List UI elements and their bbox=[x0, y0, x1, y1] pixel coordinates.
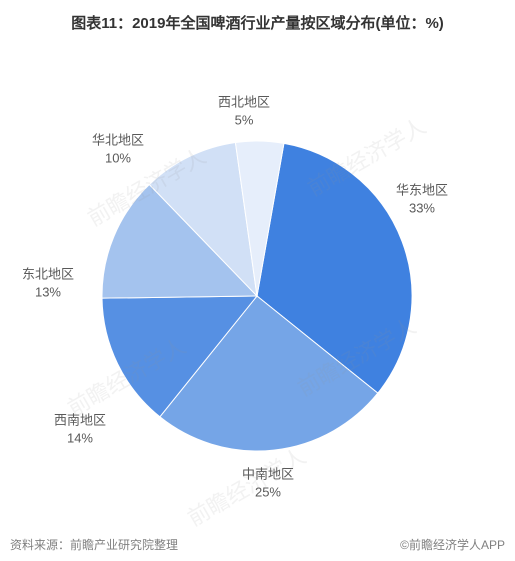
slice-name: 中南地区 bbox=[242, 465, 294, 483]
pie-slice-label: 西北地区5% bbox=[218, 93, 270, 128]
pie-slice-label: 华北地区10% bbox=[92, 131, 144, 166]
slice-value: 33% bbox=[396, 199, 448, 217]
chart-title: 图表11：2019年全国啤酒行业产量按区域分布(单位：%) bbox=[0, 0, 515, 41]
slice-name: 西北地区 bbox=[218, 93, 270, 111]
slice-value: 14% bbox=[54, 429, 106, 447]
slice-value: 5% bbox=[218, 111, 270, 129]
source-label: 资料来源：前瞻产业研究院整理 bbox=[10, 536, 178, 553]
chart-footer: 资料来源：前瞻产业研究院整理 ©前瞻经济学人APP bbox=[10, 536, 505, 553]
slice-value: 10% bbox=[92, 149, 144, 167]
pie-slice-label: 西南地区14% bbox=[54, 411, 106, 446]
pie-slice-label: 中南地区25% bbox=[242, 465, 294, 500]
brand-label: ©前瞻经济学人APP bbox=[400, 536, 505, 553]
slice-value: 13% bbox=[22, 283, 74, 301]
pie-slice-label: 华东地区33% bbox=[396, 181, 448, 216]
slice-name: 华东地区 bbox=[396, 181, 448, 199]
pie-chart-area: 华东地区33% 中南地区25% 西南地区14% 东北地区13% 华北地区10% 西北地区5… bbox=[0, 41, 515, 521]
slice-value: 25% bbox=[242, 483, 294, 501]
pie-slice-label: 东北地区13% bbox=[22, 265, 74, 300]
slice-name: 西南地区 bbox=[54, 411, 106, 429]
slice-name: 华北地区 bbox=[92, 131, 144, 149]
slice-name: 东北地区 bbox=[22, 265, 74, 283]
